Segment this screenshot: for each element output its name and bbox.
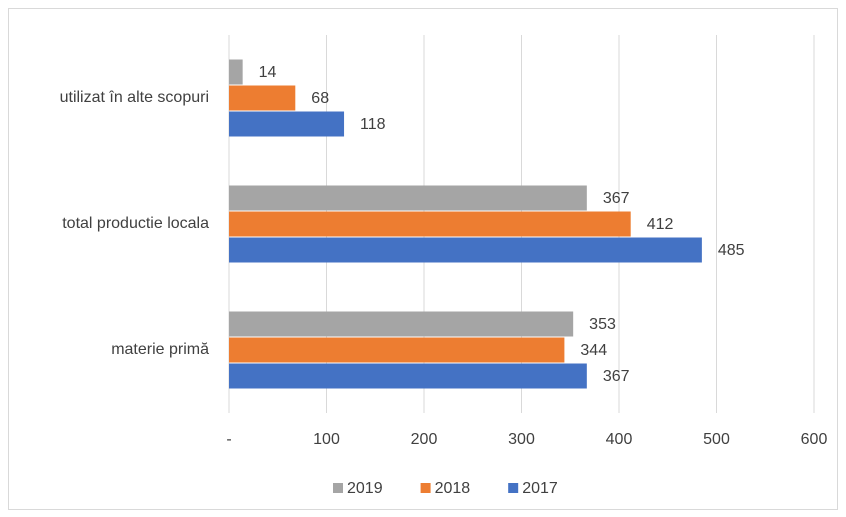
data-label: 485 (718, 242, 745, 259)
legend-swatch (420, 483, 431, 493)
bar (229, 237, 702, 263)
data-label: 367 (603, 190, 630, 207)
data-label: 344 (580, 342, 607, 359)
x-tick-label: 200 (411, 431, 438, 448)
y-tick-label: utilizat în alte scopuri (60, 89, 209, 106)
x-tick-label: 600 (801, 431, 828, 448)
bar (229, 59, 243, 85)
legend-label: 2017 (522, 480, 558, 497)
x-tick-label: 300 (508, 431, 535, 448)
bar (229, 185, 587, 211)
data-label: 353 (589, 316, 616, 333)
data-label: 118 (360, 116, 386, 133)
bar (229, 85, 296, 111)
bar (229, 111, 345, 137)
x-tick-label: - (226, 431, 231, 448)
legend-label: 2019 (347, 480, 383, 497)
bar (229, 211, 631, 237)
legend-swatch (333, 483, 343, 493)
y-tick-label: materie primă (111, 341, 209, 358)
y-tick-label: total productie locala (62, 215, 209, 232)
data-label: 412 (647, 216, 674, 233)
data-label: 367 (603, 368, 630, 385)
data-label: 14 (259, 64, 277, 81)
legend-swatch (508, 483, 519, 493)
x-tick-label: 500 (703, 431, 730, 448)
legend-label: 2018 (435, 480, 471, 497)
bar (229, 337, 565, 363)
x-tick-label: 100 (313, 431, 340, 448)
bar (229, 311, 574, 337)
data-label: 68 (311, 90, 329, 107)
x-tick-label: 400 (606, 431, 633, 448)
bar (229, 363, 587, 389)
